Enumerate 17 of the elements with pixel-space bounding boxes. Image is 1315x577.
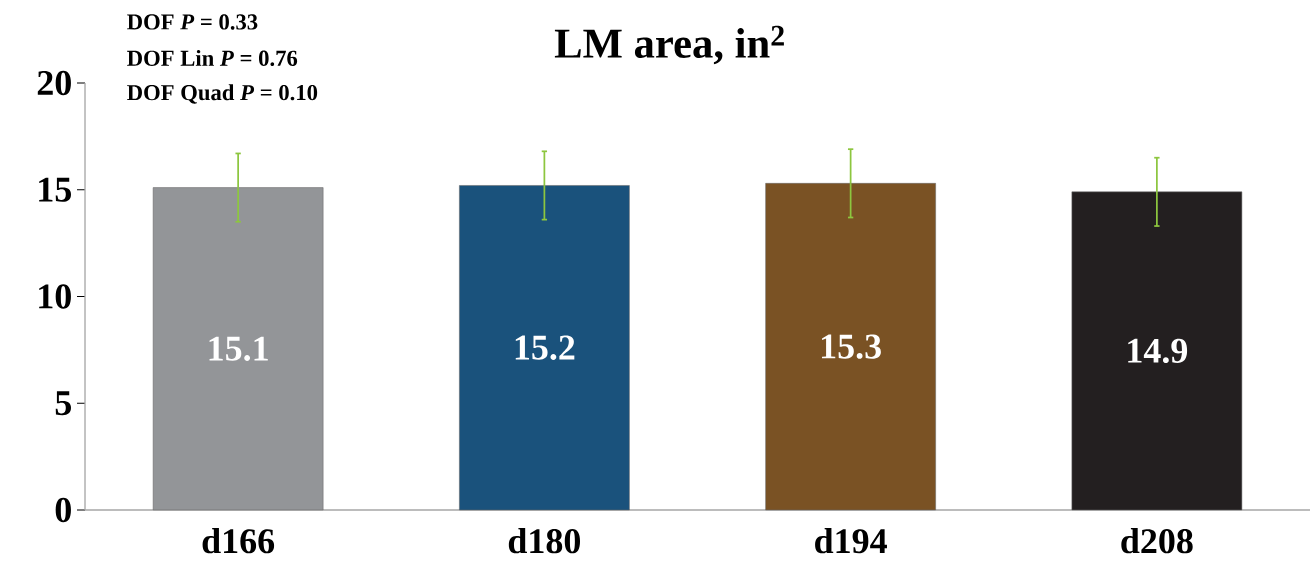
text: DOF Lin P = 0.76 [127, 49, 298, 66]
x-tick-label: d180 [508, 528, 581, 554]
y-tick-label: 0 [55, 497, 71, 523]
y-tick-label: 10 [39, 284, 71, 309]
x-tick-label: d166 [202, 528, 275, 554]
data-label: 14.9 [1128, 338, 1188, 364]
x-tick-label: d194 [815, 528, 887, 554]
x-tick-label: d208 [1121, 528, 1193, 554]
y-tick-label: 15 [39, 177, 71, 202]
data-label: 15.3 [822, 334, 881, 359]
chart-title: LM area, in$^{2}$ [554, 25, 784, 65]
text: DOF P = 0.33 [127, 14, 258, 30]
data-label: 15.1 [209, 336, 268, 361]
y-tick-label: 20 [37, 70, 71, 96]
data-label: 15.2 [515, 335, 575, 360]
y-tick-label: 5 [55, 391, 71, 416]
annotation: DOF Quad P = 0.10 [127, 84, 318, 104]
